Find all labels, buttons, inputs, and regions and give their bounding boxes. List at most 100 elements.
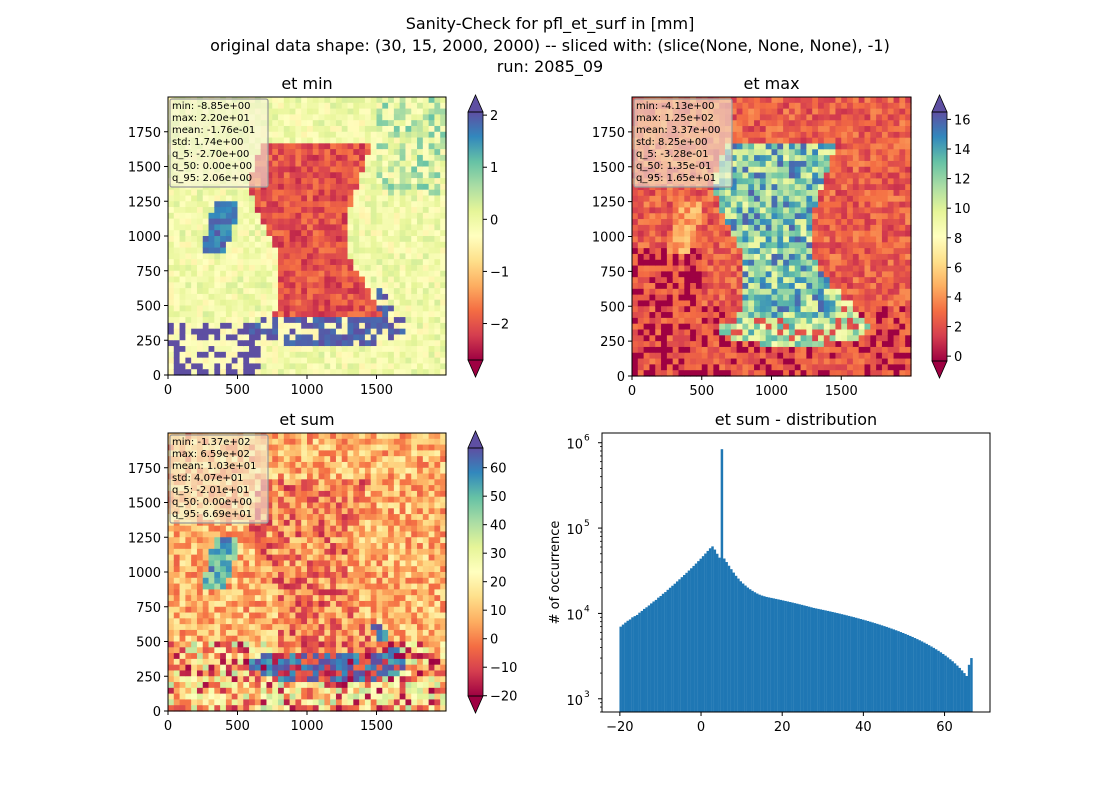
heatmap-cell bbox=[823, 224, 831, 232]
heatmap-cell bbox=[185, 693, 192, 701]
heatmap-cell bbox=[893, 265, 900, 272]
heatmap-cell bbox=[364, 212, 372, 220]
heatmap-cell bbox=[905, 253, 912, 261]
et-min-colorbar bbox=[468, 112, 483, 360]
heatmap-cell bbox=[905, 213, 912, 220]
heatmap-cell bbox=[335, 195, 343, 202]
heatmap-cell bbox=[370, 276, 378, 283]
heatmap-cell bbox=[382, 149, 389, 156]
heatmap-cell bbox=[220, 259, 227, 266]
heatmap-cell bbox=[754, 219, 761, 226]
heatmap-cell bbox=[893, 155, 900, 162]
heatmap-cell bbox=[905, 352, 912, 360]
heatmap-cell bbox=[783, 317, 790, 325]
heatmap-cell bbox=[823, 143, 831, 150]
heatmap-cell bbox=[684, 294, 691, 302]
heatmap-cell bbox=[196, 537, 204, 544]
heatmap-cell bbox=[225, 288, 233, 295]
heatmap-cell bbox=[173, 253, 181, 260]
heatmap-cell bbox=[725, 346, 732, 354]
heatmap-cell bbox=[858, 201, 866, 209]
heatmap-cell bbox=[393, 97, 401, 104]
heatmap-cell bbox=[411, 224, 418, 231]
heatmap-cell bbox=[168, 629, 175, 637]
heatmap-cell bbox=[864, 277, 871, 284]
heatmap-cell bbox=[370, 108, 378, 115]
heatmap-cell bbox=[823, 335, 831, 342]
heatmap-cell bbox=[893, 166, 900, 174]
heatmap-cell bbox=[301, 183, 308, 191]
heatmap-cell bbox=[260, 322, 268, 330]
heatmap-cell bbox=[208, 264, 215, 272]
heatmap-cell bbox=[335, 253, 343, 260]
heatmap-cell bbox=[376, 270, 383, 278]
heatmap-cell bbox=[783, 271, 790, 278]
heatmap-cell bbox=[759, 346, 767, 354]
heatmap-cell bbox=[254, 340, 262, 347]
heatmap-cell bbox=[168, 305, 175, 312]
heatmap-cell bbox=[353, 183, 360, 191]
heatmap-cell bbox=[307, 125, 314, 133]
heatmap-cell bbox=[376, 346, 383, 353]
heatmap-cell bbox=[707, 294, 714, 302]
heatmap-cell bbox=[736, 172, 744, 179]
heatmap-cell bbox=[370, 160, 378, 168]
heatmap-cell bbox=[399, 340, 407, 347]
heatmap-cell bbox=[388, 102, 395, 110]
heatmap-cell bbox=[440, 340, 447, 347]
heatmap-cell bbox=[220, 317, 227, 324]
heatmap-cell bbox=[312, 357, 320, 365]
heatmap-cell bbox=[870, 172, 877, 179]
heatmap-cell bbox=[324, 259, 331, 266]
heatmap-cell bbox=[417, 120, 424, 127]
heatmap-cell bbox=[179, 682, 186, 689]
heatmap-cell bbox=[283, 108, 291, 115]
heatmap-cell bbox=[347, 230, 354, 237]
heatmap-cell bbox=[335, 317, 343, 324]
heatmap-cell bbox=[289, 340, 297, 347]
heatmap-cell bbox=[661, 317, 668, 325]
heatmap-cell bbox=[893, 253, 900, 261]
heatmap-cell bbox=[771, 149, 778, 156]
heatmap-cell bbox=[783, 201, 790, 209]
heatmap-cell bbox=[725, 219, 732, 226]
heatmap-cell bbox=[847, 207, 854, 214]
heatmap-cell bbox=[220, 340, 227, 347]
heatmap-cell bbox=[847, 178, 854, 185]
heatmap-cell bbox=[887, 219, 895, 226]
heatmap-cell bbox=[794, 370, 802, 377]
heatmap-cell bbox=[220, 328, 227, 336]
heatmap-cell bbox=[632, 236, 639, 243]
heatmap-cell bbox=[168, 600, 175, 608]
heatmap-cell bbox=[730, 224, 738, 232]
heatmap-cell bbox=[289, 114, 297, 121]
heatmap-cell bbox=[202, 259, 210, 266]
et-max-colorbar-tick-label: 0 bbox=[954, 350, 962, 365]
heatmap-cell bbox=[179, 328, 186, 336]
heatmap-cell bbox=[852, 288, 860, 296]
heatmap-cell bbox=[220, 230, 227, 237]
heatmap-cell bbox=[812, 352, 819, 360]
heatmap-cell bbox=[173, 687, 181, 695]
heatmap-cell bbox=[208, 369, 215, 376]
heatmap-cell bbox=[272, 224, 279, 231]
heatmap-cell bbox=[283, 357, 291, 365]
heatmap-cell bbox=[283, 125, 291, 133]
heatmap-cell bbox=[719, 219, 726, 226]
heatmap-cell bbox=[307, 259, 314, 266]
heatmap-cell bbox=[434, 178, 441, 185]
heatmap-cell bbox=[870, 184, 877, 191]
heatmap-cell bbox=[260, 264, 268, 272]
heatmap-cell bbox=[307, 322, 314, 330]
heatmap-cell bbox=[364, 149, 372, 156]
heatmap-cell bbox=[730, 201, 738, 209]
heatmap-cell bbox=[214, 241, 221, 249]
heatmap-cell bbox=[783, 108, 790, 116]
heatmap-cell bbox=[272, 357, 279, 365]
heatmap-cell bbox=[353, 201, 360, 208]
heatmap-cell bbox=[191, 537, 198, 544]
heatmap-cell bbox=[191, 589, 198, 596]
heatmap-cell bbox=[237, 230, 244, 237]
heatmap-cell bbox=[765, 102, 773, 110]
heatmap-cell bbox=[283, 346, 291, 353]
